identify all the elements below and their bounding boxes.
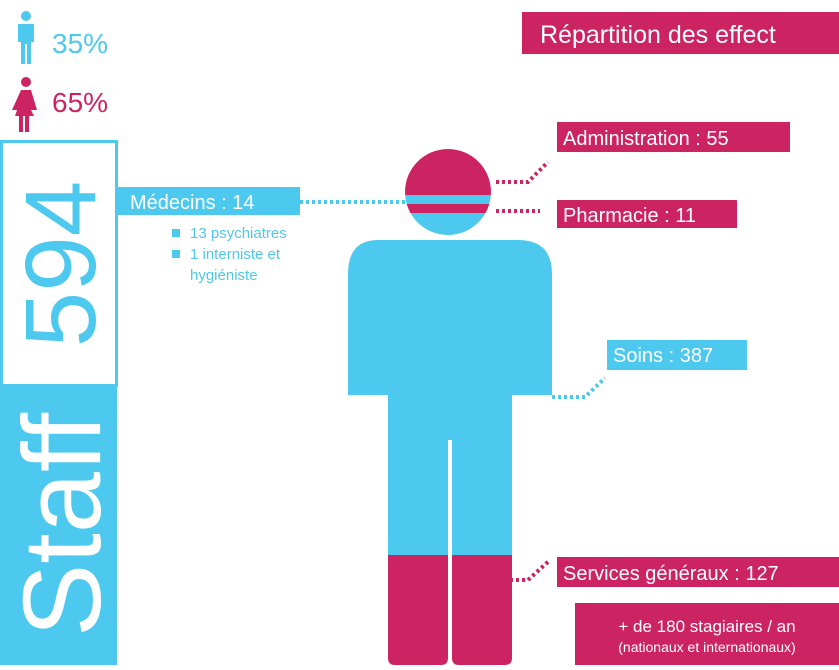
interns-main: + de 180 stagiaires / an [618, 617, 795, 636]
staff-total: 594 [5, 181, 117, 348]
man-icon [18, 11, 34, 64]
page: 35% 65% 594 Staff Répartition des effect… [0, 0, 839, 665]
head [400, 145, 500, 243]
leg-gap [448, 440, 452, 665]
medecins-detail: 1 interniste et [190, 246, 281, 263]
soins-label: Soins : 387 [613, 345, 713, 367]
woman-icon [12, 77, 37, 132]
bullet [172, 229, 180, 237]
left-leg [388, 555, 448, 665]
staff-label: Staff [1, 412, 124, 637]
administration-label: Administration : 55 [563, 128, 729, 150]
men-percent: 35% [52, 28, 108, 59]
services-label: Services généraux : 127 [563, 563, 779, 585]
medecins-label: Médecins : 14 [130, 192, 255, 214]
medecins-detail: hygiéniste [190, 267, 258, 284]
interns-sub: (nationaux et internationaux) [618, 639, 795, 655]
women-percent: 65% [52, 87, 108, 118]
pharmacie-label: Pharmacie : 11 [563, 205, 696, 227]
right-leg [452, 555, 512, 665]
title: Répartition des effect [540, 21, 776, 49]
infographic: 35% 65% 594 Staff Répartition des effect… [0, 0, 839, 665]
medecins-detail: 13 psychiatres [190, 225, 287, 242]
bullet [172, 250, 180, 258]
